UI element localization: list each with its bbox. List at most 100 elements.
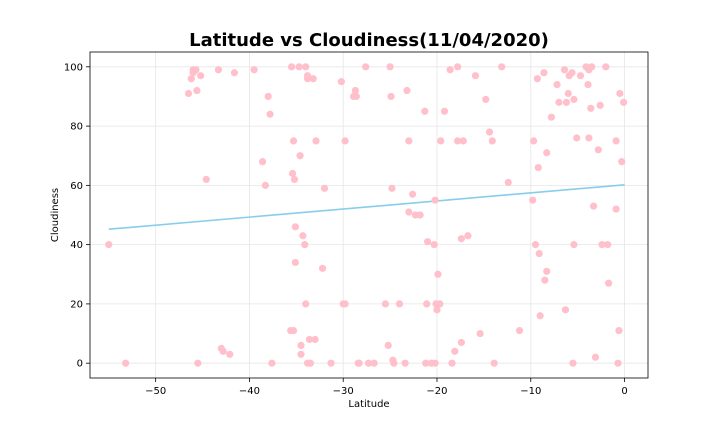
plot-frame <box>89 51 649 379</box>
data-point <box>431 359 439 367</box>
data-point <box>459 137 467 145</box>
data-point <box>457 235 465 243</box>
data-point <box>555 98 563 106</box>
x-tick-label: −30 <box>333 386 354 397</box>
data-point <box>543 267 551 275</box>
data-point <box>540 69 548 77</box>
scatter-points <box>105 63 628 367</box>
x-axis-ticks: −50 −40 −30 −20 −10 0 <box>145 378 628 397</box>
x-tick-label: −10 <box>520 386 541 397</box>
data-point <box>302 63 310 71</box>
data-point <box>352 92 360 101</box>
data-point <box>602 63 610 71</box>
data-point <box>446 66 454 74</box>
data-point <box>337 78 345 86</box>
y-tick-label: 0 <box>77 359 83 370</box>
data-point <box>515 326 524 335</box>
data-point <box>416 211 424 219</box>
regression-line-path <box>108 183 625 231</box>
data-point <box>405 208 413 216</box>
data-point <box>268 359 276 367</box>
data-point <box>387 92 395 101</box>
data-point <box>194 359 202 367</box>
data-point <box>485 128 494 136</box>
data-point <box>569 359 577 367</box>
data-point <box>504 178 512 186</box>
data-point <box>197 72 205 80</box>
data-point <box>594 146 602 154</box>
data-point <box>362 63 370 71</box>
data-point <box>297 350 305 358</box>
data-point <box>588 63 596 71</box>
data-point <box>395 300 404 308</box>
data-point <box>390 359 398 367</box>
data-point <box>561 306 570 314</box>
data-point <box>564 89 572 98</box>
regression-line <box>108 183 625 231</box>
data-point <box>531 241 540 249</box>
data-point <box>476 329 484 338</box>
x-tick-label: −40 <box>239 386 260 397</box>
data-point <box>266 110 274 118</box>
data-point <box>560 66 569 74</box>
data-point <box>430 241 438 249</box>
data-point <box>309 75 317 83</box>
data-point <box>421 107 429 115</box>
data-point <box>482 95 490 104</box>
data-point <box>598 241 606 249</box>
data-point <box>498 63 506 71</box>
data-point <box>303 75 312 83</box>
data-point <box>403 86 411 95</box>
data-point <box>318 264 327 272</box>
data-point <box>547 113 556 121</box>
data-point <box>370 359 378 367</box>
data-point <box>448 359 456 367</box>
data-point <box>301 241 309 249</box>
data-point <box>464 232 472 240</box>
data-point <box>386 63 394 71</box>
data-point <box>584 81 592 89</box>
data-point <box>536 312 544 320</box>
data-point <box>529 196 537 204</box>
data-point <box>381 300 390 308</box>
data-point <box>618 158 626 166</box>
chart-title: Latitude vs Cloudiness(11/04/2020) <box>189 30 549 51</box>
data-point <box>384 341 392 349</box>
data-point <box>541 276 549 284</box>
data-point <box>312 137 320 145</box>
data-point <box>471 72 480 80</box>
data-point <box>288 63 296 71</box>
data-point <box>604 241 612 249</box>
data-point <box>422 359 430 367</box>
data-point <box>302 300 310 308</box>
data-point <box>264 92 272 101</box>
y-axis-ticks: 0 20 40 60 80 100 <box>64 62 90 370</box>
data-point <box>289 137 298 145</box>
data-point <box>105 241 113 249</box>
data-point <box>291 258 299 267</box>
data-point <box>488 137 496 145</box>
data-point <box>612 205 620 213</box>
y-tick-label: 100 <box>64 62 83 73</box>
grid <box>90 52 648 378</box>
data-point <box>454 137 462 145</box>
data-point <box>568 69 576 77</box>
data-point <box>454 63 462 71</box>
data-point <box>576 72 585 80</box>
data-point <box>615 326 623 335</box>
data-point <box>289 326 298 335</box>
data-point <box>533 75 541 83</box>
x-tick-label: −20 <box>426 386 447 397</box>
data-point <box>591 353 600 361</box>
data-point <box>388 184 396 192</box>
data-point <box>612 137 620 145</box>
data-point <box>341 300 349 308</box>
data-point <box>351 86 360 95</box>
data-point <box>184 89 193 98</box>
y-tick-label: 20 <box>70 299 83 310</box>
data-point <box>355 359 363 367</box>
data-point <box>409 190 417 198</box>
data-point <box>305 335 314 344</box>
data-point <box>614 359 622 367</box>
